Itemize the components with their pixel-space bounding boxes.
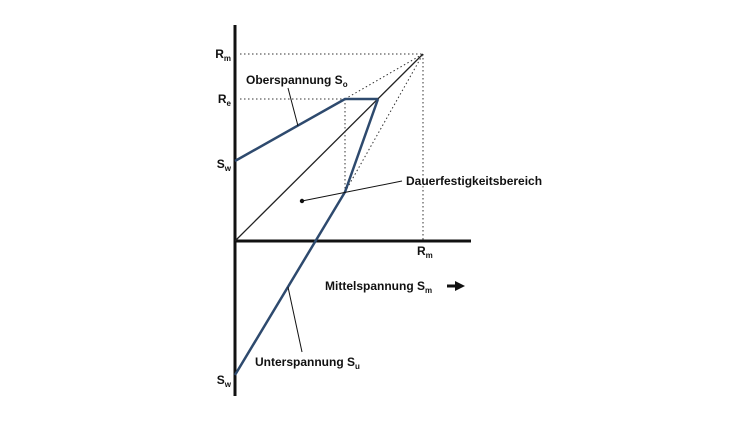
leader — [287, 87, 299, 127]
label-part: o — [343, 80, 348, 89]
label-part: m — [425, 286, 432, 295]
leader — [287, 286, 303, 353]
re-label: Re — [218, 92, 232, 108]
label-part: Mittelspannung S — [325, 279, 425, 293]
label-part: w — [224, 164, 232, 173]
lower-stress-line — [233, 98, 380, 376]
diagonal — [234, 53, 424, 242]
sw-label: Sw — [217, 373, 232, 389]
label-part: R — [215, 47, 224, 61]
label-part: S — [217, 373, 225, 387]
label-part: R — [218, 92, 227, 106]
rm-x-label: Rm — [417, 244, 433, 260]
sw-label: Sw — [217, 157, 232, 173]
label-part: S — [217, 157, 225, 171]
label-part: Unterspannung S — [255, 355, 355, 369]
leader — [301, 180, 403, 202]
label-part: R — [417, 244, 426, 258]
leader-dot — [299, 198, 305, 204]
guides — [240, 53, 424, 241]
rm-label: Rm — [215, 47, 231, 63]
label-part: m — [426, 251, 433, 260]
mittelspannung-label: Mittelspannung Sm — [325, 279, 432, 295]
unterspannung-label: Unterspannung Su — [255, 355, 360, 371]
label-part: Oberspannung S — [246, 73, 343, 87]
bereich-label: Dauerfestigkeitsbereich — [406, 174, 542, 188]
oberspannung-label: Oberspannung So — [246, 73, 348, 89]
label-part: w — [224, 380, 232, 389]
label-part: m — [224, 54, 231, 63]
arrow-head — [455, 281, 465, 291]
upper-stress-line — [234, 97, 378, 163]
label-part: Dauerfestigkeitsbereich — [406, 174, 542, 188]
label-part: u — [355, 362, 360, 371]
label-part: e — [227, 99, 232, 108]
